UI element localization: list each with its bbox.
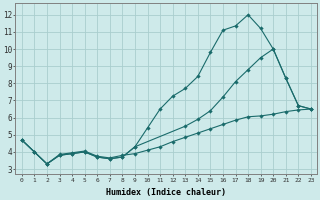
X-axis label: Humidex (Indice chaleur): Humidex (Indice chaleur) — [106, 188, 226, 197]
